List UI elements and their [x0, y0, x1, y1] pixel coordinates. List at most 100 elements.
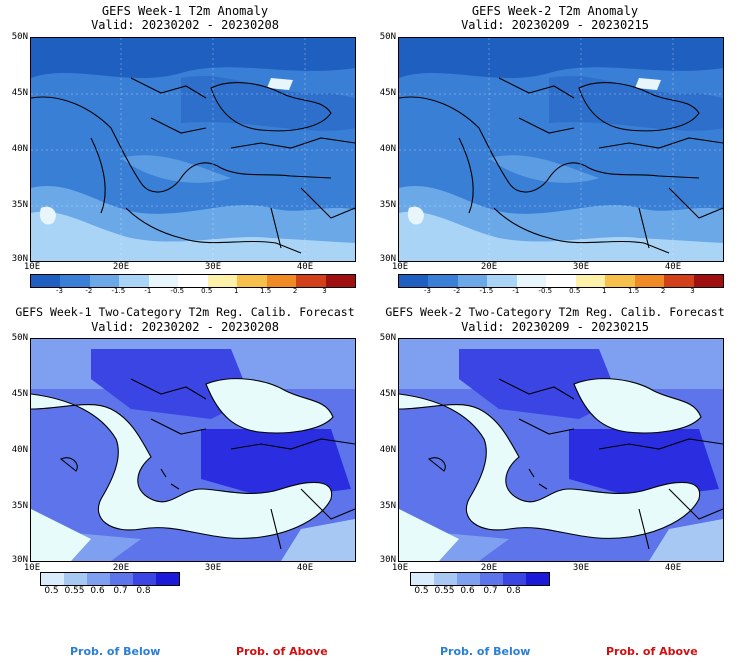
colorbar-swatch [693, 275, 723, 287]
anomaly-colorbar [398, 274, 724, 288]
panel-week2-prob: GEFS Week-2 Two-Category T2m Reg. Calib.… [370, 300, 740, 662]
probability-colorbar-labels: 0.5 0.55 0.6 0.7 0.8 [40, 586, 178, 598]
colorbar-swatch [133, 573, 156, 585]
lon-label: 30E [572, 563, 590, 573]
lon-label: 20E [480, 563, 498, 573]
colorbar-swatch [87, 573, 110, 585]
colorbar-swatch [64, 573, 87, 585]
lon-label: 20E [112, 563, 130, 573]
colorbar-swatch [634, 275, 665, 287]
lat-label: 50N [11, 333, 28, 343]
colorbar-tick-label: 3 [690, 287, 695, 295]
colorbar-swatch [480, 573, 503, 585]
colorbar-tick-label: 0.5 [201, 287, 213, 295]
lon-label: 30E [204, 262, 222, 272]
colorbar-tick-label: 0.5 [569, 287, 581, 295]
lon-label: 10E [391, 262, 409, 272]
colorbar-tick-label: -1.5 [111, 287, 126, 295]
anomaly-colorbar [30, 274, 356, 288]
colorbar-tick-label: 1 [233, 287, 239, 295]
colorbar-tick-label: -1 [144, 287, 152, 295]
anomaly-map [398, 37, 724, 262]
lat-label: 30N [11, 254, 28, 264]
panel-title: GEFS Week-2 T2m Anomaly [471, 4, 639, 18]
lat-label: 35N [11, 200, 28, 210]
colorbar-tick-label: 1.5 [628, 287, 640, 295]
colorbar-swatch [457, 573, 480, 585]
colorbar-tick-label: -2 [85, 287, 93, 295]
prob-above-label: Prob. of Above [236, 645, 328, 658]
lat-label: 45N [11, 389, 28, 399]
probability-colorbar [40, 572, 180, 586]
panel-valid-date: Valid: 20230209 - 20230215 [461, 18, 649, 32]
colorbar-swatch [60, 275, 90, 287]
panel-title: GEFS Week-1 Two-Category T2m Reg. Calib.… [15, 305, 355, 319]
colorbar-swatch [110, 573, 133, 585]
colorbar-tick-label: -2 [453, 287, 461, 295]
prob-below-label: Prob. of Below [440, 645, 531, 658]
colorbar-tick-label: 0.5 [414, 586, 429, 596]
panel-week1-anomaly: GEFS Week-1 T2m Anomaly Valid: 20230202 … [0, 0, 370, 300]
lon-label: 40E [664, 563, 682, 573]
colorbar-swatch [31, 275, 61, 287]
colorbar-swatch [457, 275, 488, 287]
anomaly-map [30, 37, 356, 262]
panel-title: GEFS Week-2 Two-Category T2m Reg. Calib.… [385, 305, 725, 319]
colorbar-tick-label: 0.8 [136, 586, 151, 596]
lon-label: 10E [391, 563, 409, 573]
lon-label: 40E [664, 262, 682, 272]
prob-below-label: Prob. of Below [70, 645, 161, 658]
probability-colorbar [410, 572, 550, 586]
lon-label: 40E [296, 262, 314, 272]
colorbar-swatch [487, 275, 517, 287]
anomaly-map-graphic [399, 38, 723, 261]
colorbar-tick-label: -0.5 [538, 287, 553, 295]
colorbar-swatch [156, 573, 179, 585]
colorbar-swatch [325, 275, 355, 287]
colorbar-swatch [237, 275, 267, 287]
colorbar-swatch [119, 275, 149, 287]
probability-map [30, 338, 356, 562]
lat-label: 50N [379, 333, 396, 343]
lat-label: 40N [11, 144, 28, 154]
colorbar-swatch [178, 275, 208, 287]
panel-valid-date: Valid: 20230209 - 20230215 [461, 320, 649, 334]
colorbar-tick-label: -3 [55, 287, 63, 295]
colorbar-tick-label: 1 [601, 287, 607, 295]
lat-label: 40N [11, 445, 28, 455]
probability-map [398, 338, 724, 562]
colorbar-swatch [503, 573, 526, 585]
colorbar-tick-label: 1.5 [260, 287, 272, 295]
lon-label: 40E [296, 563, 314, 573]
probability-colorbar-labels: 0.5 0.55 0.6 0.7 0.8 [410, 586, 548, 598]
colorbar-tick-label: -3 [423, 287, 431, 295]
colorbar-swatch [428, 275, 458, 287]
colorbar-swatch [434, 573, 457, 585]
lat-label: 40N [379, 144, 396, 154]
lat-label: 50N [379, 32, 396, 42]
colorbar-swatch [516, 275, 547, 287]
probability-map-graphic [399, 339, 723, 561]
colorbar-swatch [399, 275, 429, 287]
panel-week2-anomaly: GEFS Week-2 T2m Anomaly Valid: 20230209 … [370, 0, 740, 300]
anomaly-colorbar-labels: -3 -2 -1.5 -1 -0.5 0.5 1 1.5 2 3 [398, 287, 722, 297]
colorbar-tick-label: 0.7 [483, 586, 498, 596]
colorbar-swatch [148, 275, 179, 287]
colorbar-swatch [546, 275, 576, 287]
lat-label: 35N [379, 501, 396, 511]
colorbar-tick-label: 0.6 [90, 586, 105, 596]
colorbar-swatch [266, 275, 297, 287]
colorbar-tick-label: -1 [512, 287, 520, 295]
colorbar-tick-label: 2 [292, 287, 298, 295]
lon-label: 20E [112, 262, 130, 272]
lon-label: 30E [572, 262, 590, 272]
lat-label: 45N [11, 88, 28, 98]
colorbar-tick-label: -0.5 [170, 287, 185, 295]
lat-label: 50N [11, 32, 28, 42]
colorbar-tick-label: 0.8 [506, 586, 521, 596]
lon-label: 10E [23, 262, 41, 272]
colorbar-swatch [411, 573, 434, 585]
panel-valid-date: Valid: 20230202 - 20230208 [91, 320, 279, 334]
lat-label: 30N [11, 555, 28, 565]
prob-above-label: Prob. of Above [606, 645, 698, 658]
